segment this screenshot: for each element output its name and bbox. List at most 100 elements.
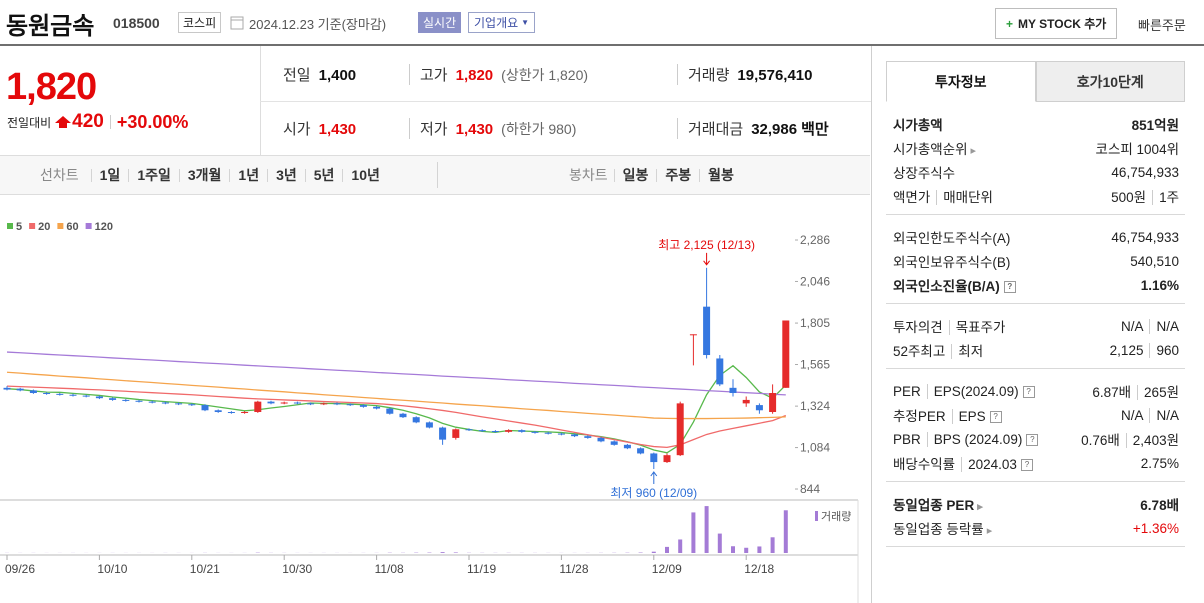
candle-body (465, 429, 473, 431)
period-tab[interactable]: 1주일 (128, 168, 179, 182)
info-value: 2,125 960 (1109, 342, 1179, 358)
candle-body (491, 431, 499, 432)
info-value-part: 540,510 (1130, 253, 1179, 269)
info-value-part: 코스피 1004위 (1095, 142, 1179, 157)
period-tab[interactable]: 10년 (342, 168, 387, 182)
candle-body (782, 320, 790, 388)
info-label: 상장주식수 (893, 162, 955, 182)
info-label-part: 동일업종 PER (893, 498, 975, 513)
current-price: 1,820 (6, 66, 97, 108)
info-value-part: 2.75% (1140, 455, 1179, 471)
info-label-part: PBR (893, 431, 921, 447)
quote-divider (260, 46, 261, 155)
x-tick-label: 11/19 (467, 562, 496, 576)
candle-period-tab[interactable]: 월봉 (699, 168, 742, 182)
quote-label: 전일 (283, 67, 311, 84)
moving-average-line (6, 371, 786, 420)
candle-body (320, 403, 328, 405)
help-icon[interactable]: ? (1003, 281, 1016, 294)
candle-body (676, 403, 684, 456)
info-value-part: 46,754,933 (1111, 164, 1179, 180)
info-row: 시가총액순위 ▸ 코스피 1004위 (886, 136, 1185, 160)
help-icon[interactable]: ? (989, 411, 1002, 424)
help-icon[interactable]: ? (1026, 433, 1039, 446)
moving-average-line (6, 385, 787, 449)
candle-body (584, 436, 592, 438)
y-tick-label: 1,565 (800, 358, 830, 372)
quote-value: 1,430 (318, 121, 357, 138)
candle-body (56, 393, 64, 395)
help-icon[interactable]: ? (1022, 385, 1035, 398)
info-row: 배당수익률 2024.03? 2.75% (886, 451, 1185, 475)
volume-bar (453, 552, 458, 553)
plus-icon: + (1006, 16, 1014, 31)
candle-body (214, 410, 222, 413)
period-tab[interactable]: 5년 (304, 168, 343, 182)
quick-order[interactable]: 빠른주문 (1138, 18, 1186, 33)
quote-value: 1,430 (455, 121, 494, 138)
period-tab[interactable]: 3년 (267, 168, 305, 182)
quote-item: 고가 1,820 (상한가 1,820) (409, 64, 588, 85)
info-row: PER EPS(2024.09)? 6.87배 265원 (886, 379, 1185, 403)
realtime-badge[interactable]: 실시간 (418, 12, 462, 33)
candle-body (109, 398, 117, 400)
link-arrow: ▸ (986, 525, 993, 537)
period-tab[interactable]: 1년 (229, 168, 267, 182)
info-value-part: 2,403원 (1125, 433, 1179, 448)
sidebar-groups: 시가총액 851억원 시가총액순위 ▸ 코스피 1004위 상장주식수 46,754,933… (886, 102, 1185, 547)
info-row: 동일업종 등락률 ▸ +1.36% (886, 516, 1185, 540)
sidebar-tab[interactable]: 호가10단계 (1035, 61, 1185, 102)
legend-label: 20 (38, 221, 50, 233)
y-tick-label: 2,286 (800, 233, 830, 247)
quote-value: 32,986 (751, 121, 798, 138)
max-annotation: 최고 2,125 (12/13) (658, 238, 755, 252)
info-value: 0.76배 2,403원 (1081, 429, 1179, 449)
my-stock-button[interactable]: + MY STOCK 추가 (995, 8, 1118, 39)
info-label-part: 최저 (951, 344, 984, 359)
info-value-part: N/A (1149, 318, 1179, 334)
company-info-button[interactable]: 기업개요 ▼ (468, 12, 536, 33)
candle-body (201, 405, 209, 411)
info-value-part: 500원 (1111, 190, 1147, 205)
dropdown-arrow: ▼ (521, 18, 530, 27)
period-tab[interactable]: 1일 (90, 168, 129, 182)
info-value-part: 1주 (1152, 190, 1179, 205)
candle-period-tab[interactable]: 일봉 (613, 168, 657, 182)
period-tab[interactable]: 3개월 (178, 168, 230, 182)
candle-body (452, 429, 460, 438)
info-row: 52주최고 최저 2,125 960 (886, 338, 1185, 362)
calendar-icon (230, 16, 244, 30)
candle-body (518, 430, 526, 432)
info-value-part: 2,125 (1109, 342, 1144, 358)
candle-body (3, 387, 11, 390)
info-value-part: 6.87배 (1092, 385, 1132, 400)
chart-layer: 844 1,084 1,324 1,565 1,805 2,046 2,286 09/26 10… (0, 221, 859, 603)
line-chart-tabs: 선차트 1일 1주일 3개월 1년 3년 5년 10년 (40, 156, 388, 194)
info-label-part: 외국인보유주식수(B) (893, 255, 1011, 270)
quote-note: (상한가 1,820) (501, 67, 589, 83)
volume-bar (770, 537, 775, 553)
candle-period-tab[interactable]: 주봉 (656, 168, 699, 182)
candle-body (254, 401, 262, 413)
sidebar-tab[interactable]: 투자정보 (886, 61, 1036, 102)
info-label: PER EPS(2024.09)? (893, 383, 1035, 399)
volume-bar (651, 551, 656, 553)
date-text: 2024.12.23 기준(장마감) (249, 17, 387, 32)
info-value: 46,754,933 (1111, 230, 1179, 245)
volume-bar (691, 512, 696, 553)
info-label: PBR BPS (2024.09)? (893, 431, 1039, 447)
info-label: 추정PER EPS? (893, 405, 1002, 425)
candle-body (241, 412, 249, 414)
volume-bar (744, 547, 749, 553)
separator (109, 115, 111, 129)
candle-body (69, 394, 77, 396)
help-icon[interactable]: ? (1020, 459, 1033, 472)
y-tick-label: 844 (800, 482, 820, 496)
candle-body (425, 422, 433, 428)
info-value-part: +1.36% (1132, 520, 1179, 536)
candle-body (505, 430, 513, 432)
quote-label: 저가 (420, 121, 448, 138)
volume-bar (731, 546, 735, 553)
info-label-part: 액면가 (893, 190, 931, 205)
legend-label: 120 (95, 221, 113, 233)
